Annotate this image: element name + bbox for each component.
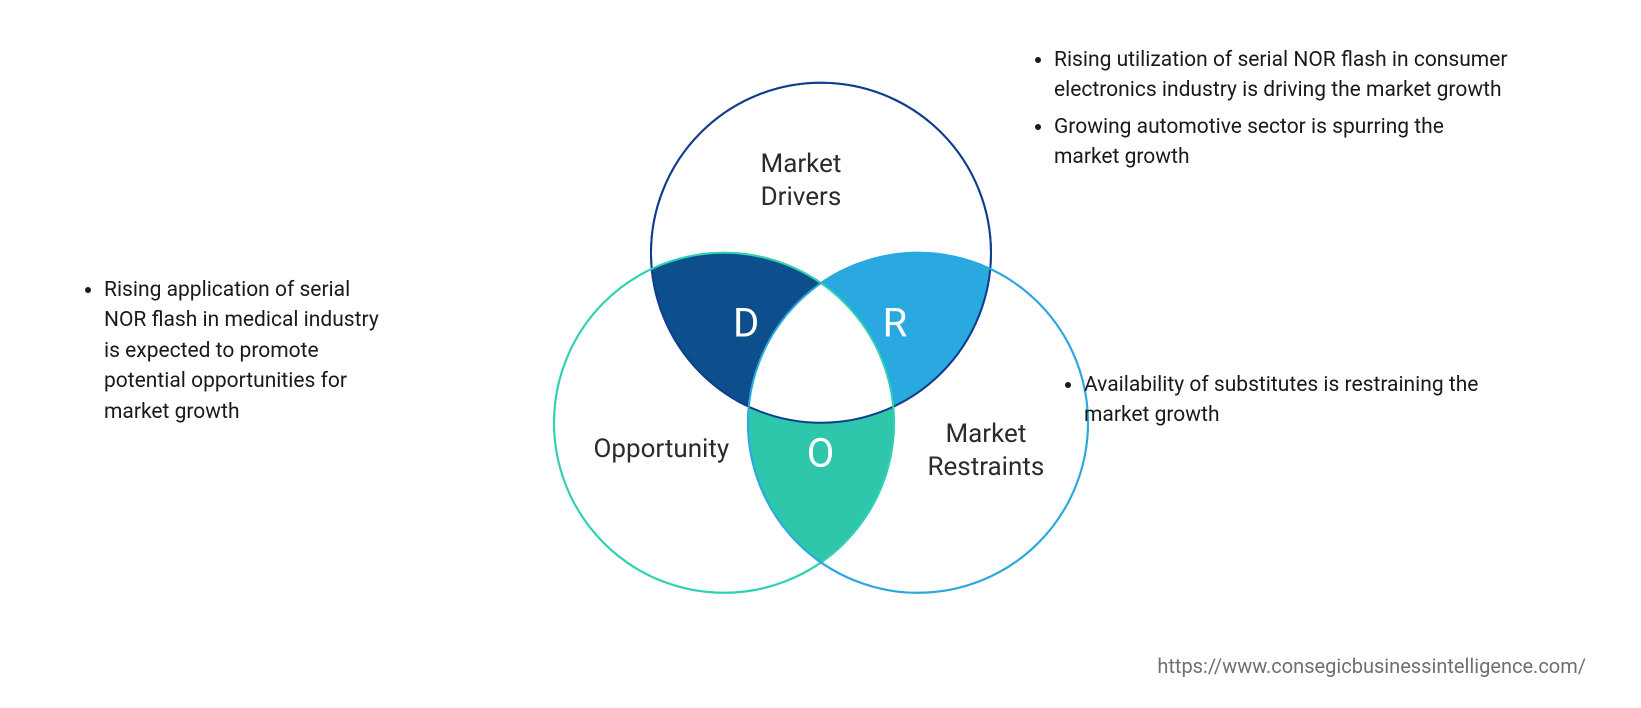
label-line: Market (761, 149, 842, 179)
bullets-list: Availability of substitutes is restraini… (1060, 370, 1480, 431)
bullet-item: Rising application of serial NOR flash i… (104, 275, 380, 427)
label-line: Drivers (761, 181, 842, 211)
bullet-item: Availability of substitutes is restraini… (1084, 370, 1480, 431)
label-line: Restraints (928, 451, 1045, 481)
bullet-item: Rising utilization of serial NOR flash i… (1054, 45, 1510, 106)
bullets-list: Rising utilization of serial NOR flash i… (1030, 45, 1510, 173)
credit-url: https://www.consegicbusinessintelligence… (1157, 654, 1586, 678)
bullets-opportunity: Rising application of serial NOR flash i… (80, 275, 380, 433)
bullet-item: Growing automotive sector is spurring th… (1054, 112, 1510, 173)
label-market-drivers: Market Drivers (761, 148, 842, 213)
label-line: Market (945, 419, 1026, 449)
label-line: Opportunity (594, 434, 730, 464)
label-opportunity: Opportunity (594, 433, 730, 466)
bullets-restraints: Availability of substitutes is restraini… (1060, 370, 1480, 437)
bullets-drivers: Rising utilization of serial NOR flash i… (1030, 45, 1510, 179)
bullets-list: Rising application of serial NOR flash i… (80, 275, 380, 427)
label-market-restraints: Market Restraints (928, 418, 1045, 483)
letter-d: D (733, 299, 759, 346)
letter-o: O (807, 429, 835, 476)
letter-r: R (883, 299, 908, 346)
